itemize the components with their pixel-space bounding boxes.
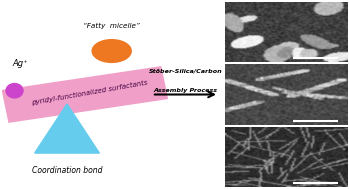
Text: Coordination bond: Coordination bond bbox=[32, 166, 102, 175]
Text: “Fatty  micelle”: “Fatty micelle” bbox=[83, 22, 140, 29]
Polygon shape bbox=[35, 104, 99, 153]
Polygon shape bbox=[2, 67, 168, 122]
Text: pyridyl-functionalized surfactants: pyridyl-functionalized surfactants bbox=[31, 79, 148, 106]
Text: Stōber-Silica/Carbon: Stōber-Silica/Carbon bbox=[149, 68, 222, 73]
Ellipse shape bbox=[92, 40, 131, 62]
Text: Assembly Process: Assembly Process bbox=[154, 88, 217, 93]
Circle shape bbox=[6, 84, 23, 98]
Text: Ag⁺: Ag⁺ bbox=[12, 59, 28, 68]
